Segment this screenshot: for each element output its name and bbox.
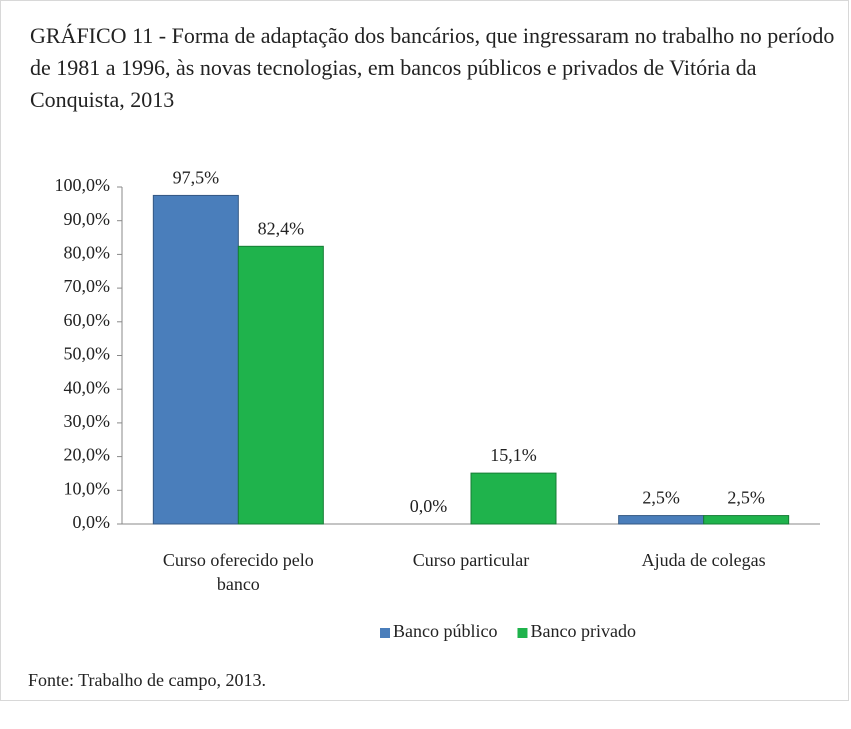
bar	[618, 515, 705, 525]
y-tick-label: 10,0%	[64, 478, 111, 498]
bar	[152, 194, 239, 525]
legend-swatch	[380, 628, 390, 638]
legend-label: Banco privado	[530, 621, 635, 641]
y-tick-label: 90,0%	[64, 209, 111, 229]
chart-title: GRÁFICO 11 - Forma de adaptação dos banc…	[30, 23, 835, 112]
y-tick-label: 50,0%	[64, 344, 111, 364]
data-label: 97,5%	[173, 168, 220, 188]
x-tick-label: Curso particular	[412, 550, 530, 570]
bar	[703, 515, 790, 525]
legend-swatch	[517, 628, 528, 638]
data-label: 2,5%	[642, 488, 680, 508]
data-label: 82,4%	[258, 218, 305, 238]
source-note: Fonte: Trabalho de campo, 2013.	[28, 670, 266, 690]
y-tick-label: 20,0%	[64, 445, 111, 465]
bar	[470, 472, 557, 525]
y-tick-label: 30,0%	[64, 411, 111, 431]
y-tick-label: 70,0%	[64, 276, 111, 296]
y-tick-label: 0,0%	[73, 512, 111, 532]
legend-label: Banco público	[393, 621, 497, 641]
x-tick-label: Ajuda de colegas	[641, 550, 766, 570]
y-tick-label: 40,0%	[64, 377, 111, 397]
y-tick-label: 100,0%	[55, 175, 111, 195]
data-label: 2,5%	[727, 488, 765, 508]
data-label: 15,1%	[490, 445, 537, 465]
bar	[237, 245, 324, 525]
y-tick-label: 80,0%	[64, 243, 111, 263]
data-label: 0,0%	[410, 496, 448, 516]
chart-border	[0, 0, 849, 701]
x-tick-label: Curso oferecido pelo banco	[162, 550, 314, 594]
y-tick-label: 60,0%	[64, 310, 111, 330]
